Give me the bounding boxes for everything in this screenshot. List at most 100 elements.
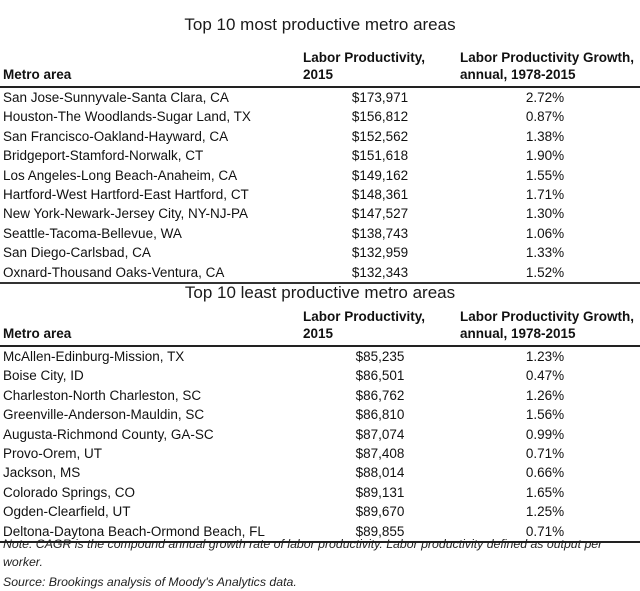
table-bottom-divider — [0, 540, 640, 543]
metro-cell: Jackson, MS — [3, 465, 81, 481]
growth-cell: 1.23% — [525, 349, 565, 364]
top-productive-table: Metro area Labor Productivity, 2015 Labo… — [0, 34, 640, 284]
table-row: Provo-Orem, UT $87,408 0.71% — [0, 444, 640, 463]
growth-cell: 1.52% — [525, 264, 565, 280]
productivity-cell: $85,235 — [355, 349, 405, 364]
header-divider — [0, 345, 640, 347]
productivity-cell: $156,812 — [351, 109, 409, 125]
header-labor-productivity: Labor Productivity, 2015 — [303, 308, 425, 342]
table-row: Hartford-West Hartford-East Hartford, CT… — [0, 185, 640, 204]
growth-cell: 1.55% — [525, 167, 565, 183]
metro-cell: Charleston-North Charleston, SC — [3, 387, 202, 403]
productivity-cell: $132,343 — [351, 264, 409, 280]
header-productivity-growth: Labor Productivity Growth, annual, 1978-… — [460, 308, 634, 342]
growth-cell: 1.65% — [525, 484, 565, 500]
header-metro-area: Metro area — [3, 326, 72, 341]
table-row: New York-Newark-Jersey City, NY-NJ-PA $14… — [0, 204, 640, 223]
productivity-cell: $149,162 — [351, 167, 409, 183]
metro-cell: Los Angeles-Long Beach-Anaheim, CA — [3, 167, 238, 183]
table-row: Bridgeport-Stamford-Norwalk, CT $151,618 1… — [0, 146, 640, 165]
growth-cell: 1.06% — [525, 225, 565, 241]
table-row: Ogden-Clearfield, UT $89,670 1.25% — [0, 502, 640, 521]
growth-cell: 1.38% — [525, 128, 565, 144]
productivity-cell: $88,014 — [355, 465, 405, 481]
growth-cell: 1.26% — [525, 387, 565, 403]
productivity-cell: $89,855 — [355, 523, 405, 539]
header-labor-productivity-line2: 2015 — [303, 67, 334, 82]
table-bottom-divider — [0, 281, 640, 284]
footnote-note: Note: CAGR is the compound annual growth… — [3, 537, 603, 569]
growth-cell: 1.71% — [525, 186, 565, 202]
productivity-cell: $89,131 — [355, 484, 405, 500]
header-metro-area: Metro area — [3, 67, 72, 82]
least-productive-table: Metro area Labor Productivity, 2015 Labo… — [0, 293, 640, 543]
metro-cell: McAllen-Edinburg-Mission, TX — [3, 349, 185, 364]
productivity-cell: $87,408 — [355, 445, 405, 461]
metro-cell: Bridgeport-Stamford-Norwalk, CT — [3, 148, 204, 164]
table-row: Colorado Springs, CO $89,131 1.65% — [0, 483, 640, 502]
metro-cell: Hartford-West Hartford-East Hartford, CT — [3, 186, 249, 202]
growth-cell: 1.56% — [525, 407, 565, 423]
metro-cell: Greenville-Anderson-Mauldin, SC — [3, 407, 205, 423]
table-row: Augusta-Richmond County, GA-SC $87,074 0.9… — [0, 425, 640, 444]
table-row: Houston-The Woodlands-Sugar Land, TX $156… — [0, 107, 640, 126]
header-productivity-growth-line1: Labor Productivity Growth, — [460, 309, 635, 324]
table-row: Los Angeles-Long Beach-Anaheim, CA $149,1… — [0, 166, 640, 185]
table-row: Charleston-North Charleston, SC $86,762 1.… — [0, 386, 640, 405]
footnote-source: Source: Brookings analysis of Moody's An… — [3, 575, 297, 589]
table-row: Oxnard-Thousand Oaks-Ventura, CA $132,343… — [0, 263, 640, 282]
metro-cell: San Francisco-Oakland-Hayward, CA — [3, 128, 229, 144]
productivity-cell: $152,562 — [351, 128, 409, 144]
bottom-table-title: Top 10 least productive metro areas — [184, 283, 456, 302]
productivity-cell: $132,959 — [351, 245, 409, 261]
metro-cell: Oxnard-Thousand Oaks-Ventura, CA — [3, 264, 225, 280]
table-body: San Jose-Sunnyvale-Santa Clara, CA $173,9… — [0, 88, 640, 282]
metro-cell: Deltona-Daytona Beach-Ormond Beach, FL — [3, 523, 265, 539]
productivity-cell: $86,762 — [355, 387, 405, 403]
table-row: McAllen-Edinburg-Mission, TX $85,235 1.23% — [0, 347, 640, 366]
productivity-cell: $138,743 — [351, 225, 409, 241]
productivity-cell: $87,074 — [355, 426, 405, 442]
growth-cell: 1.30% — [525, 206, 565, 222]
productivity-cell: $151,618 — [351, 148, 409, 164]
top-table-title: Top 10 most productive metro areas — [184, 15, 456, 34]
header-labor-productivity-line2: 2015 — [303, 326, 334, 341]
growth-cell: 0.71% — [525, 523, 565, 539]
header-productivity-growth-line1: Labor Productivity Growth, — [460, 50, 635, 65]
metro-cell: Augusta-Richmond County, GA-SC — [3, 426, 214, 442]
header-productivity-growth: Labor Productivity Growth, annual, 1978-… — [460, 49, 634, 83]
productivity-cell: $86,810 — [355, 407, 405, 423]
growth-cell: 0.47% — [525, 368, 565, 384]
metro-cell: New York-Newark-Jersey City, NY-NJ-PA — [3, 206, 249, 222]
header-divider — [0, 86, 640, 88]
productivity-cell: $147,527 — [351, 206, 409, 222]
metro-cell: San Diego-Carlsbad, CA — [3, 245, 151, 261]
metro-cell: Colorado Springs, CO — [3, 484, 136, 500]
header-productivity-growth-line2: annual, 1978-2015 — [460, 326, 576, 341]
header-productivity-growth-line2: annual, 1978-2015 — [460, 67, 576, 82]
table-row: Jackson, MS $88,014 0.66% — [0, 463, 640, 482]
growth-cell: 2.72% — [525, 90, 565, 105]
table-row: San Diego-Carlsbad, CA $132,959 1.33% — [0, 243, 640, 262]
table-row: Seattle-Tacoma-Bellevue, WA $138,743 1.06% — [0, 224, 640, 243]
table-body: McAllen-Edinburg-Mission, TX $85,235 1.23%… — [0, 347, 640, 541]
metro-cell: Ogden-Clearfield, UT — [3, 504, 131, 520]
table-row: Boise City, ID $86,501 0.47% — [0, 366, 640, 385]
growth-cell: 1.33% — [525, 245, 565, 261]
productivity-cell: $86,501 — [355, 368, 405, 384]
metro-cell: San Jose-Sunnyvale-Santa Clara, CA — [3, 90, 229, 105]
table-row: Deltona-Daytona Beach-Ormond Beach, FL $8… — [0, 522, 640, 541]
productivity-cell: $89,670 — [355, 504, 405, 520]
header-labor-productivity-line1: Labor Productivity, — [303, 309, 426, 324]
growth-cell: 0.87% — [525, 109, 565, 125]
metro-cell: Provo-Orem, UT — [3, 445, 103, 461]
table-row: Greenville-Anderson-Mauldin, SC $86,810 1.… — [0, 405, 640, 424]
metro-cell: Boise City, ID — [3, 368, 84, 384]
table-header: Metro area Labor Productivity, 2015 Labo… — [0, 293, 640, 345]
table-row: San Jose-Sunnyvale-Santa Clara, CA $173,9… — [0, 88, 640, 107]
table-row: San Francisco-Oakland-Hayward, CA $152,56… — [0, 127, 640, 146]
header-labor-productivity: Labor Productivity, 2015 — [303, 49, 425, 83]
growth-cell: 0.66% — [525, 465, 565, 481]
growth-cell: 1.25% — [525, 504, 565, 520]
growth-cell: 0.71% — [525, 445, 565, 461]
